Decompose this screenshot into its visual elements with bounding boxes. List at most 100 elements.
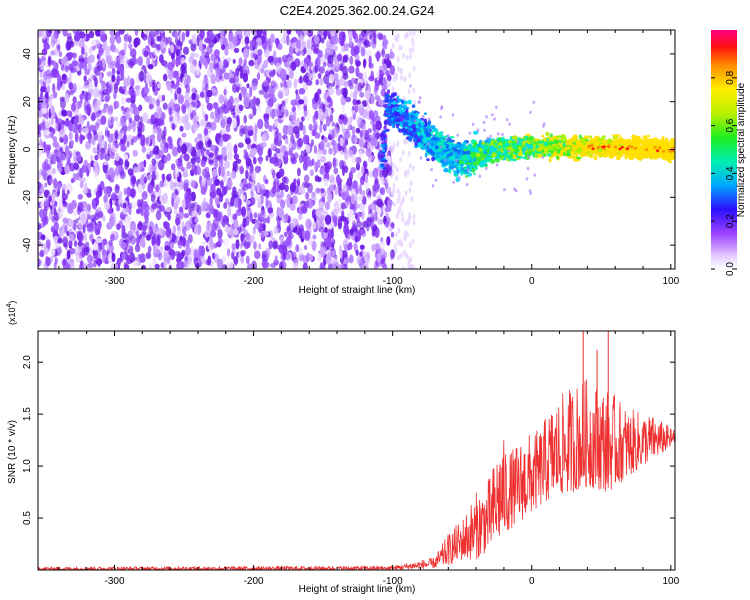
heatmap-cell [198, 245, 203, 257]
heatmap-cell [91, 39, 97, 47]
heatmap-cell [197, 140, 204, 150]
heatmap-cell [123, 218, 130, 230]
heatmap-cell [126, 125, 132, 132]
heatmap-cell [182, 46, 190, 55]
heatmap-cell [195, 64, 201, 76]
heatmap-cell [253, 222, 260, 229]
heatmap-cell [168, 142, 173, 150]
heatmap-cell [308, 61, 313, 68]
heatmap-cell [223, 160, 230, 169]
heatmap-cell [329, 174, 335, 184]
heatmap-cell [237, 205, 242, 214]
heatmap-cell [141, 146, 147, 153]
heatmap-cell [325, 116, 331, 127]
heatmap-cell [40, 81, 44, 88]
heatmap-cell [201, 201, 207, 212]
heatmap-cell [38, 181, 41, 191]
heatmap-cell [284, 98, 289, 104]
heatmap-cell [319, 66, 325, 74]
heatmap-cell [69, 247, 76, 255]
heatmap-cell [65, 117, 70, 127]
heatmap-cell [359, 103, 364, 109]
heatmap-cell [152, 180, 156, 189]
heatmap-cell [169, 242, 174, 249]
heatmap-cell [211, 252, 216, 260]
heatmap-cell [240, 86, 247, 95]
heatmap-cell [332, 34, 339, 45]
heatmap-cell [337, 207, 343, 213]
heatmap-cell [350, 77, 356, 85]
heatmap-cell [250, 99, 257, 108]
heatmap-cell [232, 58, 236, 64]
heatmap-cell [129, 222, 136, 234]
heatmap-cell [361, 165, 365, 175]
heatmap-cell [47, 144, 52, 151]
heatmap-cell [173, 202, 179, 210]
heatmap-cell [276, 109, 283, 117]
heatmap-cell [54, 257, 58, 265]
heatmap-cell [402, 138, 406, 145]
heatmap-cell [61, 183, 67, 191]
heatmap-cell [151, 236, 157, 247]
heatmap-cell [129, 48, 137, 58]
heatmap-cell [268, 125, 273, 132]
heatmap-cell [183, 213, 190, 219]
heatmap-cell [233, 97, 240, 104]
heatmap-cell [61, 83, 65, 91]
heatmap-cell [162, 147, 168, 153]
heatmap-cell [170, 97, 176, 106]
heatmap-cell [401, 149, 405, 156]
heatmap-cell [208, 152, 215, 158]
heatmap-cell [401, 216, 405, 222]
heatmap-cell [212, 89, 219, 97]
heatmap-cell [281, 105, 287, 113]
heatmap-cell [82, 127, 89, 135]
heatmap-cell [57, 167, 63, 173]
heatmap-cell [407, 212, 411, 218]
heatmap-cell [458, 169, 462, 173]
heatmap-cell [403, 220, 407, 227]
heatmap-cell [247, 142, 252, 150]
heatmap-cell [41, 169, 48, 177]
heatmap-cell [214, 161, 219, 168]
heatmap-cell [311, 240, 317, 252]
heatmap-cell [56, 183, 62, 190]
heatmap-cell [429, 125, 435, 130]
heatmap-cell [112, 262, 119, 269]
heatmap-cell [352, 98, 357, 106]
heatmap-cell [152, 128, 158, 135]
heatmap-cell [131, 201, 137, 209]
heatmap-cell [406, 220, 410, 226]
heatmap-cell [209, 237, 214, 248]
heatmap-cell [244, 151, 249, 162]
heatmap-cell [239, 72, 244, 79]
heatmap-cell [209, 229, 217, 238]
heatmap-cell [191, 92, 197, 101]
heatmap-cell [389, 65, 396, 76]
heatmap-cell [65, 263, 71, 269]
heatmap-cell [108, 221, 113, 229]
heatmap-cell [274, 37, 280, 45]
heatmap-cell [397, 254, 400, 261]
heatmap-cell [315, 211, 322, 217]
heatmap-cell [265, 196, 269, 206]
heatmap-cell [180, 64, 186, 75]
heatmap-cell [133, 166, 139, 173]
heatmap-cell [68, 82, 74, 90]
heatmap-cell [200, 187, 206, 195]
heatmap-cell [53, 91, 58, 98]
heatmap-cell [240, 233, 244, 242]
heatmap-cell [132, 260, 140, 267]
heatmap-cell [240, 256, 244, 264]
heatmap-cell [206, 89, 213, 98]
heatmap-cell [160, 262, 165, 268]
heatmap-cell [108, 115, 115, 126]
heatmap-cell [103, 186, 110, 195]
heatmap-cell [319, 214, 325, 222]
heatmap-cell [133, 37, 141, 46]
heatmap-cell [214, 178, 221, 186]
heatmap-cell [258, 89, 265, 95]
heatmap-cell [342, 55, 348, 63]
heatmap-cell [52, 167, 56, 175]
heatmap-cell [392, 201, 396, 208]
